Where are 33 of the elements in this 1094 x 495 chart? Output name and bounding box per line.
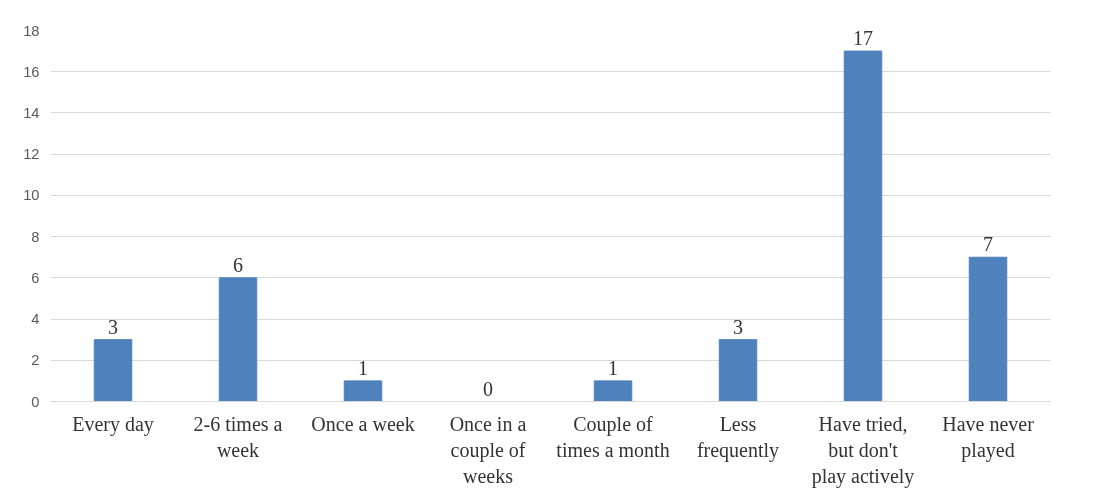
x-tick-label: Couple of times a month — [556, 412, 670, 461]
y-tick-label: 12 — [23, 146, 40, 163]
data-label: 1 — [608, 356, 618, 379]
y-tick-label: 18 — [23, 22, 40, 39]
x-tick-label: Have tried, but don't play actively — [811, 412, 915, 489]
data-label: 3 — [733, 315, 743, 338]
data-label: 0 — [483, 377, 493, 400]
data-label: 17 — [853, 27, 873, 50]
y-tick-label: 6 — [31, 269, 40, 286]
y-tick-label: 10 — [23, 187, 40, 204]
x-tick-label: Once a week — [311, 412, 415, 435]
x-tick-label: Once in a couple of weeks — [449, 412, 527, 488]
x-tick-label: Have never played — [942, 412, 1035, 462]
y-tick-label: 0 — [31, 393, 40, 410]
x-tick-label: Less frequently — [696, 412, 780, 462]
y-tick-label: 4 — [31, 311, 40, 328]
bar — [593, 380, 633, 402]
y-tick-label: 2 — [31, 352, 40, 369]
bar — [218, 277, 258, 402]
y-tick-label: 14 — [23, 104, 40, 121]
bar — [343, 380, 383, 402]
bar — [93, 339, 133, 402]
data-label: 3 — [108, 315, 118, 338]
bar — [718, 339, 758, 402]
bar — [843, 50, 883, 402]
y-tick-label: 16 — [23, 63, 40, 80]
x-tick-label: 2-6 times a week — [193, 412, 283, 461]
data-label: 6 — [233, 253, 243, 276]
x-tick-label: Every day — [72, 412, 154, 436]
bar — [968, 256, 1008, 402]
data-label: 7 — [983, 233, 993, 256]
data-label: 1 — [358, 356, 368, 379]
y-tick-label: 8 — [31, 228, 40, 245]
